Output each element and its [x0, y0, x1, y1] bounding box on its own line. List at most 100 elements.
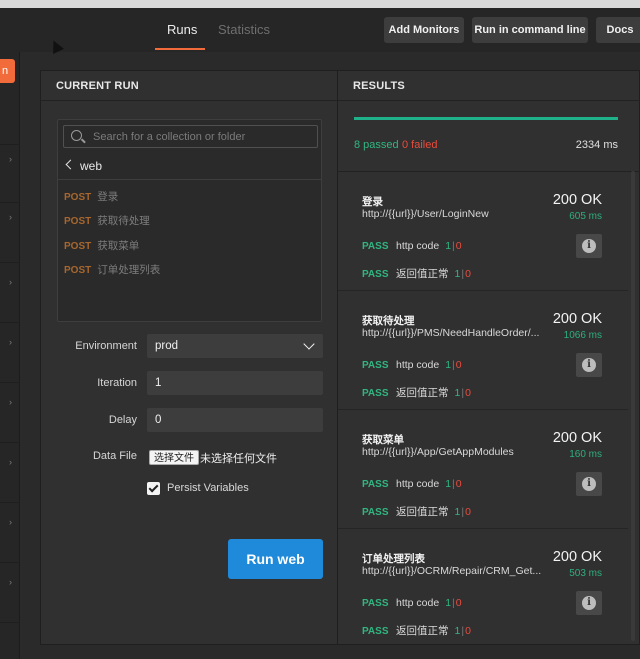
- test-name: 返回值正常: [396, 268, 449, 280]
- test-fail-count: 0: [455, 359, 462, 371]
- test-result: PASS: [362, 241, 389, 252]
- add-monitors-button[interactable]: Add Monitors: [384, 17, 464, 43]
- results-list: 登录 http://{{url}}/User/LoginNew 200 OK 6…: [338, 171, 640, 646]
- test-fail-count: 0: [465, 387, 471, 399]
- rail-chevron-icon[interactable]: ›: [9, 337, 12, 347]
- new-button[interactable]: n: [0, 59, 15, 83]
- info-icon: i: [582, 596, 596, 610]
- rail-chevron-icon[interactable]: ›: [9, 577, 12, 587]
- data-file-label: Data File: [92, 450, 137, 462]
- request-item[interactable]: POST 获取菜单: [64, 238, 139, 253]
- rail-divider: [0, 202, 20, 203]
- rail-chevron-icon[interactable]: ›: [9, 397, 12, 407]
- result-item[interactable]: 获取待处理 http://{{url}}/PMS/NeedHandleOrder…: [338, 291, 628, 410]
- collection-back-row[interactable]: web: [58, 153, 321, 180]
- test-pass-count: 1: [454, 506, 461, 518]
- info-button[interactable]: i: [576, 234, 602, 258]
- tab-runs[interactable]: Runs: [167, 22, 198, 37]
- request-item[interactable]: POST 获取待处理: [64, 213, 150, 228]
- environment-label: Environment: [75, 340, 137, 352]
- test-name: http code: [396, 597, 440, 609]
- result-item[interactable]: 登录 http://{{url}}/User/LoginNew 200 OK 6…: [338, 172, 628, 291]
- request-method: POST: [64, 265, 92, 276]
- test-name: 返回值正常: [396, 387, 449, 399]
- request-method: POST: [64, 192, 92, 203]
- total-time: 2334 ms: [575, 139, 618, 151]
- rail-chevron-icon[interactable]: ›: [9, 277, 12, 287]
- test-fail-count: 0: [465, 506, 471, 518]
- count-separator: |: [461, 268, 465, 280]
- chevron-left-icon[interactable]: [65, 159, 76, 170]
- rail-chevron-icon[interactable]: ›: [9, 457, 12, 467]
- test-fail-count: 0: [455, 240, 462, 252]
- count-separator: |: [452, 597, 455, 609]
- test-row: PASS 返回值正常 1|0: [362, 504, 471, 519]
- test-result: PASS: [362, 360, 389, 371]
- choose-file-button[interactable]: 选择文件: [149, 450, 199, 465]
- no-file-text: 未选择任何文件: [200, 453, 277, 465]
- delay-label: Delay: [108, 414, 137, 426]
- environment-select[interactable]: prod: [147, 334, 323, 358]
- test-pass-count: 1: [454, 625, 461, 637]
- test-name: http code: [396, 359, 440, 371]
- results-title: RESULTS: [338, 71, 639, 101]
- current-run-title: CURRENT RUN: [41, 71, 337, 101]
- collection-name: web: [80, 159, 103, 173]
- count-separator: |: [452, 478, 455, 490]
- tab-statistics[interactable]: Statistics: [218, 22, 271, 37]
- result-request-name: 获取待处理: [362, 315, 415, 327]
- count-separator: |: [461, 625, 465, 637]
- response-time: 1066 ms: [563, 330, 602, 341]
- request-name: 登录: [97, 191, 119, 203]
- status-code: 200 OK: [552, 311, 602, 327]
- test-fail-count: 0: [455, 478, 462, 490]
- result-item[interactable]: 订单处理列表 http://{{url}}/OCRM/Repair/CRM_Ge…: [338, 529, 628, 646]
- count-separator: |: [452, 359, 455, 371]
- iteration-input[interactable]: 1: [147, 371, 323, 395]
- status-code: 200 OK: [552, 192, 602, 208]
- docs-button[interactable]: Docs: [596, 17, 640, 43]
- request-item[interactable]: POST 订单处理列表: [64, 262, 160, 277]
- collection-search-input[interactable]: Search for a collection or folder: [63, 125, 318, 148]
- rail-chevron-icon[interactable]: ›: [9, 154, 12, 164]
- result-request-name: 登录: [362, 196, 383, 208]
- persist-variables-checkbox[interactable]: [147, 482, 160, 495]
- info-button[interactable]: i: [576, 353, 602, 377]
- request-item[interactable]: POST 登录: [64, 189, 118, 204]
- info-icon: i: [582, 239, 596, 253]
- info-button[interactable]: i: [576, 591, 602, 615]
- test-name: 返回值正常: [396, 625, 449, 637]
- run-in-command-line-button[interactable]: Run in command line: [472, 17, 588, 43]
- rail-divider: [0, 622, 20, 623]
- count-separator: |: [461, 506, 465, 518]
- response-time: 160 ms: [569, 449, 602, 460]
- run-collection-button[interactable]: Run web: [228, 539, 323, 579]
- info-icon: i: [582, 477, 596, 491]
- result-url: http://{{url}}/User/LoginNew: [362, 208, 489, 220]
- results-scrollbar[interactable]: [631, 171, 635, 641]
- request-name: 获取待处理: [97, 215, 150, 227]
- test-result: PASS: [362, 598, 389, 609]
- test-name: 返回值正常: [396, 506, 449, 518]
- test-row: PASS http code 1|0: [362, 359, 462, 371]
- window-top-strip: [0, 0, 640, 8]
- left-sidebar-rail: › › › › › › › ›: [0, 52, 20, 659]
- persist-variables-label: Persist Variables: [167, 482, 249, 494]
- delay-input[interactable]: 0: [147, 408, 323, 432]
- rail-divider: [0, 382, 20, 383]
- rail-chevron-icon[interactable]: ›: [9, 517, 12, 527]
- passed-count: 8 passed: [354, 139, 399, 151]
- info-button[interactable]: i: [576, 472, 602, 496]
- count-separator: |: [452, 240, 455, 252]
- result-url: http://{{url}}/OCRM/Repair/CRM_Get...: [362, 565, 542, 577]
- test-row: PASS 返回值正常 1|0: [362, 623, 471, 638]
- rail-divider: [0, 144, 20, 145]
- test-pass-count: 1: [454, 387, 461, 399]
- rail-divider: [0, 322, 20, 323]
- test-fail-count: 0: [465, 625, 471, 637]
- rail-chevron-icon[interactable]: ›: [9, 212, 12, 222]
- search-placeholder: Search for a collection or folder: [93, 131, 246, 143]
- test-result: PASS: [362, 269, 389, 280]
- result-item[interactable]: 获取菜单 http://{{url}}/App/GetAppModules 20…: [338, 410, 628, 529]
